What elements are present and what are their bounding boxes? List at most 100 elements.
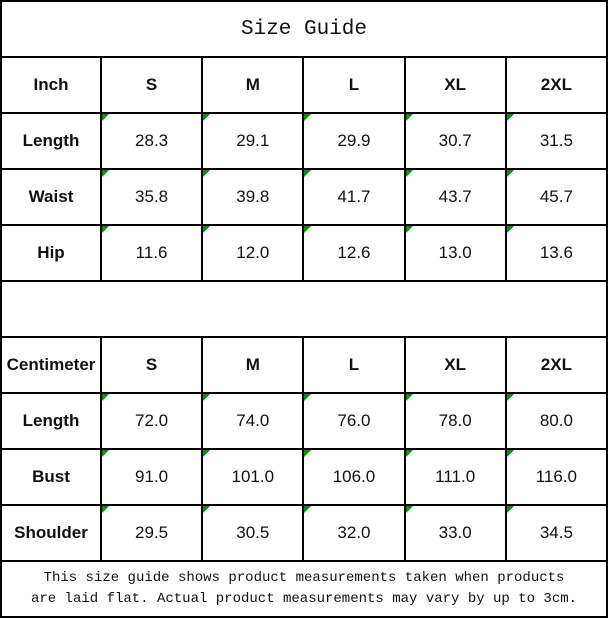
cell-value: 31.5 [539, 131, 573, 150]
data-cell: 29.9 [302, 112, 406, 170]
data-cell: 41.7 [302, 168, 406, 226]
green-corner-triangle-icon [204, 395, 211, 401]
footer-note-line1: This size guide shows product measuremen… [43, 570, 565, 586]
cell-value: 32.0 [337, 523, 371, 542]
green-corner-triangle-icon [204, 171, 211, 177]
cell-value: 106.0 [332, 467, 376, 486]
size-col-header-m: M [201, 336, 305, 394]
data-cell: 35.8 [99, 168, 204, 226]
data-cell: 101.0 [201, 448, 305, 506]
data-cell: 29.5 [99, 504, 204, 562]
size-col-header-xl: XL [403, 336, 507, 394]
green-corner-triangle-icon [103, 507, 109, 513]
page-title: Size Guide [0, 0, 608, 58]
green-corner-triangle-icon [507, 227, 514, 233]
green-corner-triangle-icon [406, 115, 413, 121]
row-label-bust: Bust [0, 448, 102, 506]
table-row: Hip 11.6 12.0 12.6 13.0 13.6 [0, 224, 608, 282]
cell-value: 41.7 [337, 187, 371, 206]
green-corner-triangle-icon [305, 451, 312, 457]
cell-value: 34.5 [539, 523, 573, 542]
footer-note: This size guide shows product measuremen… [0, 560, 608, 618]
cell-value: 116.0 [535, 467, 578, 486]
green-corner-triangle-icon [204, 507, 211, 513]
green-corner-triangle-icon [204, 115, 211, 121]
table-row: Waist 35.8 39.8 41.7 43.7 45.7 [0, 168, 608, 226]
cell-value: 91.0 [135, 467, 169, 486]
cm-unit-header: Centimeter [0, 336, 102, 394]
cell-value: 101.0 [231, 467, 275, 486]
size-col-header-l: L [302, 336, 406, 394]
green-corner-triangle-icon [103, 171, 109, 177]
size-col-header-s: S [99, 56, 204, 114]
cell-value: 30.7 [438, 131, 472, 150]
data-cell: 106.0 [302, 448, 406, 506]
cell-value: 76.0 [337, 411, 371, 430]
data-cell: 78.0 [403, 392, 507, 450]
row-label-shoulder: Shoulder [0, 504, 102, 562]
data-cell: 111.0 [403, 448, 507, 506]
data-cell: 30.5 [201, 504, 305, 562]
footer-note-line2: are laid flat. Actual product measuremen… [30, 591, 578, 607]
data-cell: 72.0 [99, 392, 204, 450]
data-cell: 11.6 [99, 224, 204, 282]
data-cell: 29.1 [201, 112, 305, 170]
cell-value: 29.5 [135, 523, 169, 542]
cell-value: 30.5 [236, 523, 270, 542]
cell-value: 78.0 [438, 411, 472, 430]
cell-value: 74.0 [236, 411, 270, 430]
data-cell: 33.0 [403, 504, 507, 562]
green-corner-triangle-icon [507, 395, 514, 401]
size-col-header-s: S [99, 336, 204, 394]
data-cell: 74.0 [201, 392, 305, 450]
cell-value: 12.6 [337, 243, 371, 262]
green-corner-triangle-icon [103, 451, 109, 457]
inch-header-row: Inch S M L XL 2XL [0, 56, 608, 114]
spacer-cell [0, 280, 608, 338]
green-corner-triangle-icon [507, 507, 514, 513]
row-label-length: Length [0, 112, 102, 170]
data-cell: 80.0 [504, 392, 608, 450]
data-cell: 39.8 [201, 168, 305, 226]
row-label-waist: Waist [0, 168, 102, 226]
cell-value: 13.0 [438, 243, 472, 262]
data-cell: 43.7 [403, 168, 507, 226]
green-corner-triangle-icon [305, 507, 312, 513]
green-corner-triangle-icon [406, 171, 413, 177]
table-row: Bust 91.0 101.0 106.0 111.0 116.0 [0, 448, 608, 506]
size-col-header-xl: XL [403, 56, 507, 114]
cell-value: 43.7 [438, 187, 472, 206]
table-row: Length 72.0 74.0 76.0 78.0 80.0 [0, 392, 608, 450]
green-corner-triangle-icon [406, 451, 413, 457]
cell-value: 28.3 [135, 131, 169, 150]
table-row: Length 28.3 29.1 29.9 30.7 31.5 [0, 112, 608, 170]
size-col-header-l: L [302, 56, 406, 114]
title-row: Size Guide [0, 0, 608, 58]
green-corner-triangle-icon [305, 395, 312, 401]
inch-unit-header: Inch [0, 56, 102, 114]
table-row: Shoulder 29.5 30.5 32.0 33.0 34.5 [0, 504, 608, 562]
data-cell: 12.0 [201, 224, 305, 282]
cell-value: 39.8 [236, 187, 270, 206]
green-corner-triangle-icon [103, 395, 109, 401]
data-cell: 45.7 [504, 168, 608, 226]
cell-value: 111.0 [435, 467, 476, 486]
cell-value: 29.9 [337, 131, 371, 150]
cell-value: 29.1 [236, 131, 270, 150]
spacer-row [0, 280, 608, 338]
green-corner-triangle-icon [406, 227, 413, 233]
cell-value: 13.6 [539, 243, 573, 262]
green-corner-triangle-icon [406, 507, 413, 513]
green-corner-triangle-icon [507, 171, 514, 177]
cell-value: 33.0 [438, 523, 472, 542]
row-label-hip: Hip [0, 224, 102, 282]
cell-value: 45.7 [539, 187, 573, 206]
data-cell: 34.5 [504, 504, 608, 562]
data-cell: 13.0 [403, 224, 507, 282]
size-col-header-2xl: 2XL [504, 56, 608, 114]
green-corner-triangle-icon [204, 227, 211, 233]
data-cell: 31.5 [504, 112, 608, 170]
row-label-length: Length [0, 392, 102, 450]
